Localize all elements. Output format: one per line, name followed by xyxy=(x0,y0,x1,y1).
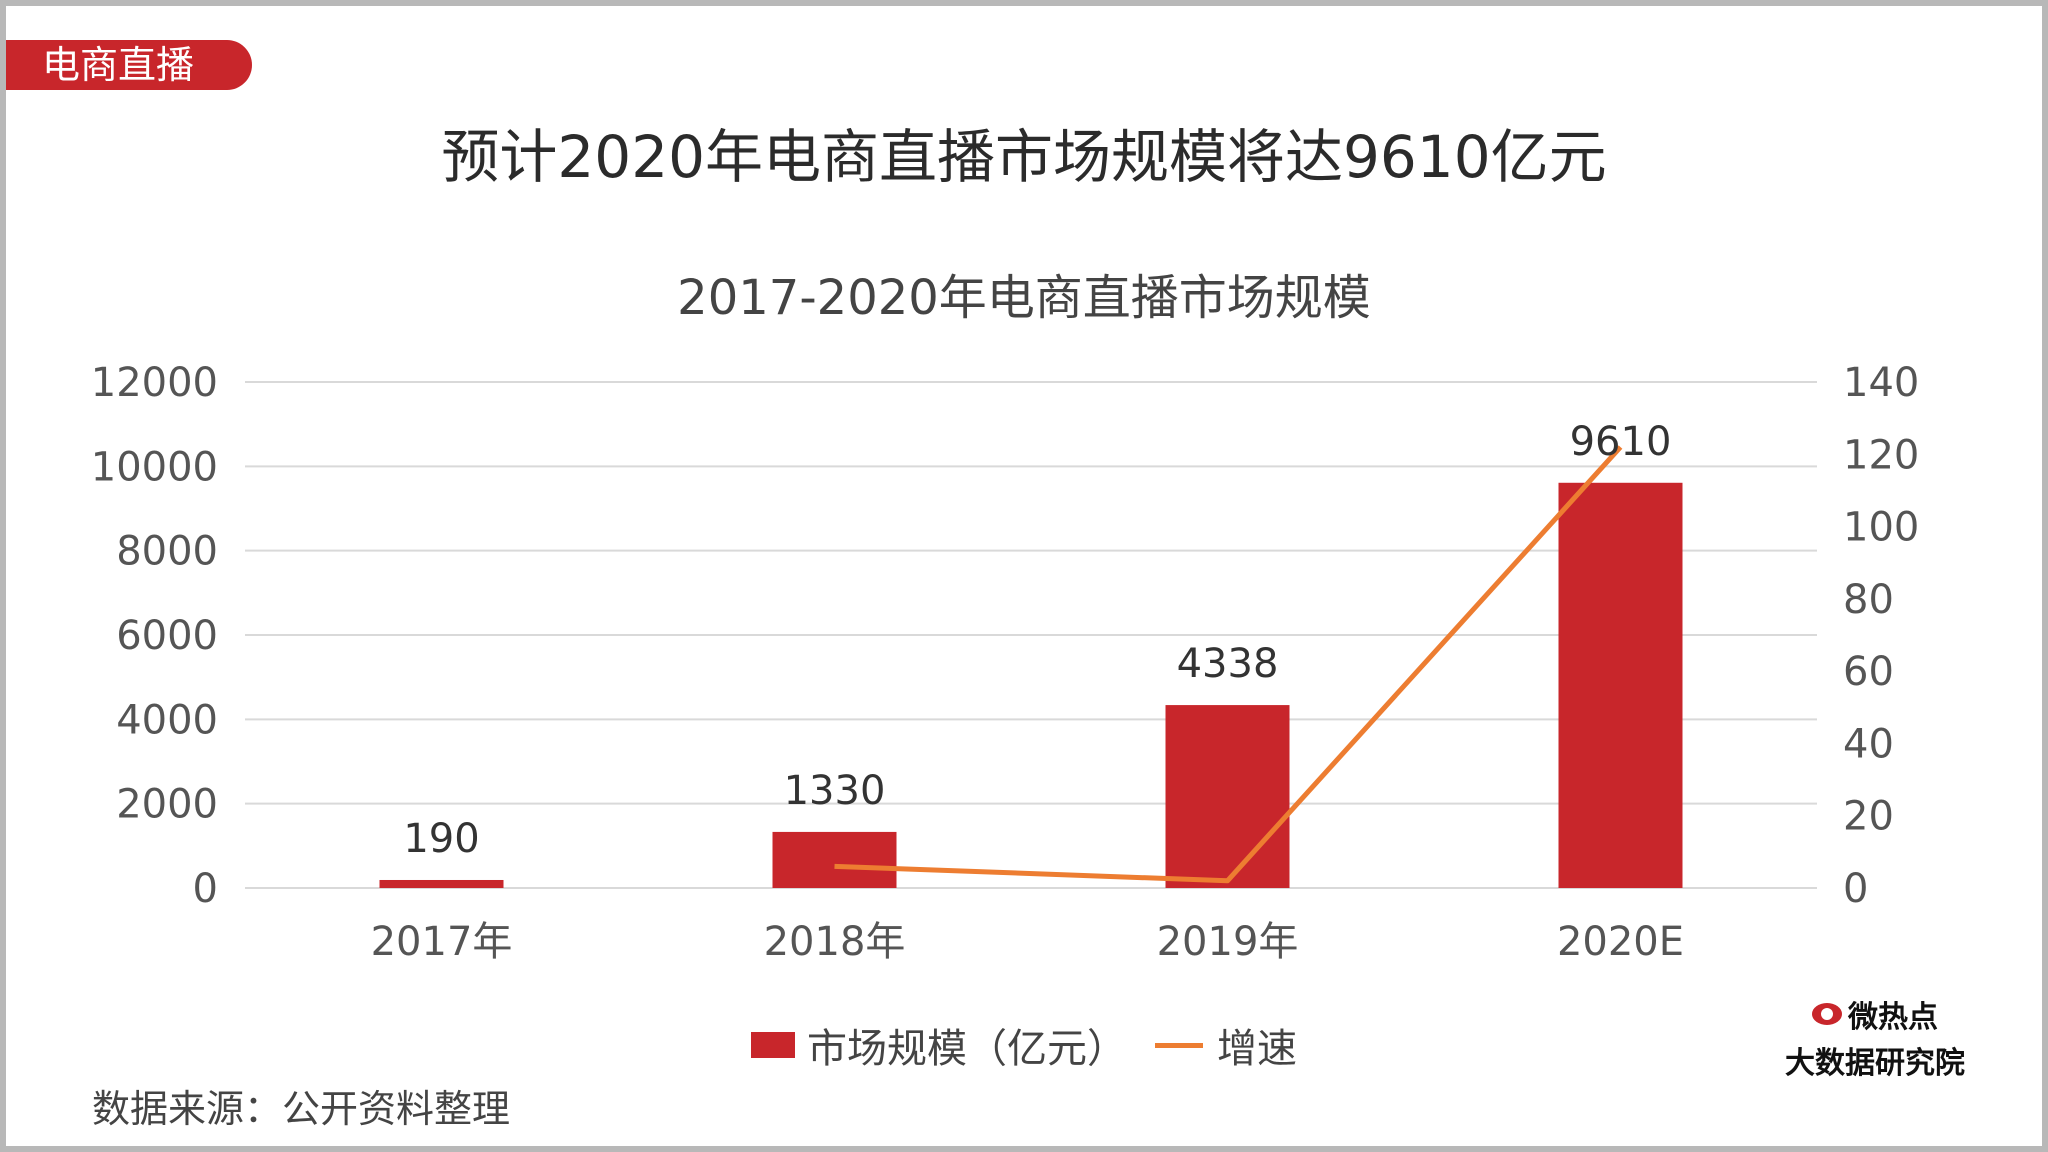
brand-name: 微热点 xyxy=(1848,1000,1938,1035)
y-tick-right: 140 xyxy=(1843,360,1919,406)
x-tick-label: 2020E xyxy=(1557,919,1684,965)
bar xyxy=(1165,705,1290,888)
bar xyxy=(379,879,504,888)
x-tick-label: 2019年 xyxy=(1157,919,1299,965)
bar xyxy=(772,831,897,888)
x-tick-label: 2017年 xyxy=(371,919,513,965)
bar-value-label: 190 xyxy=(403,816,479,862)
legend-label-market-size: 市场规模（亿元） xyxy=(807,1026,1127,1072)
legend-swatch-line xyxy=(1155,1042,1203,1048)
bar-value-label: 4338 xyxy=(1177,641,1279,687)
weibo-eye-icon xyxy=(1812,1003,1842,1025)
category-tag: 电商直播 xyxy=(6,40,252,90)
page-headline: 预计2020年电商直播市场规模将达9610亿元 xyxy=(441,123,1607,191)
legend-label-growth: 增速 xyxy=(1217,1026,1297,1072)
y-tick-right: 60 xyxy=(1843,649,1894,695)
legend-swatch-bar xyxy=(751,1032,795,1058)
legend-item-market-size: 市场规模（亿元） xyxy=(751,1016,1127,1074)
y-tick-right: 0 xyxy=(1843,866,1868,912)
y-tick-left: 0 xyxy=(193,866,218,912)
bar xyxy=(1558,482,1683,888)
growth-line xyxy=(834,445,1623,884)
brand-subtitle: 大数据研究院 xyxy=(1785,1046,1965,1081)
y-tick-right: 120 xyxy=(1843,432,1919,478)
legend-item-growth: 增速 xyxy=(1155,1016,1297,1074)
y-tick-left: 10000 xyxy=(91,444,218,490)
bar-value-label: 1330 xyxy=(784,768,886,814)
y-tick-right: 20 xyxy=(1843,794,1894,840)
chart-legend: 市场规模（亿元） 增速 xyxy=(0,1016,2048,1074)
y-tick-left: 8000 xyxy=(116,529,218,575)
y-tick-left: 4000 xyxy=(116,697,218,743)
chart-title: 2017-2020年电商直播市场规模 xyxy=(677,270,1371,326)
brand-logo: 微热点 大数据研究院 xyxy=(1770,992,1980,1082)
y-tick-left: 2000 xyxy=(116,782,218,828)
y-tick-left: 6000 xyxy=(116,613,218,659)
bar-value-label: 9610 xyxy=(1570,419,1672,465)
x-tick-label: 2018年 xyxy=(764,919,906,965)
y-tick-left: 12000 xyxy=(91,360,218,406)
data-source: 数据来源：公开资料整理 xyxy=(92,1087,511,1131)
y-tick-right: 40 xyxy=(1843,721,1894,767)
y-tick-right: 80 xyxy=(1843,577,1894,623)
y-tick-right: 100 xyxy=(1843,505,1919,551)
